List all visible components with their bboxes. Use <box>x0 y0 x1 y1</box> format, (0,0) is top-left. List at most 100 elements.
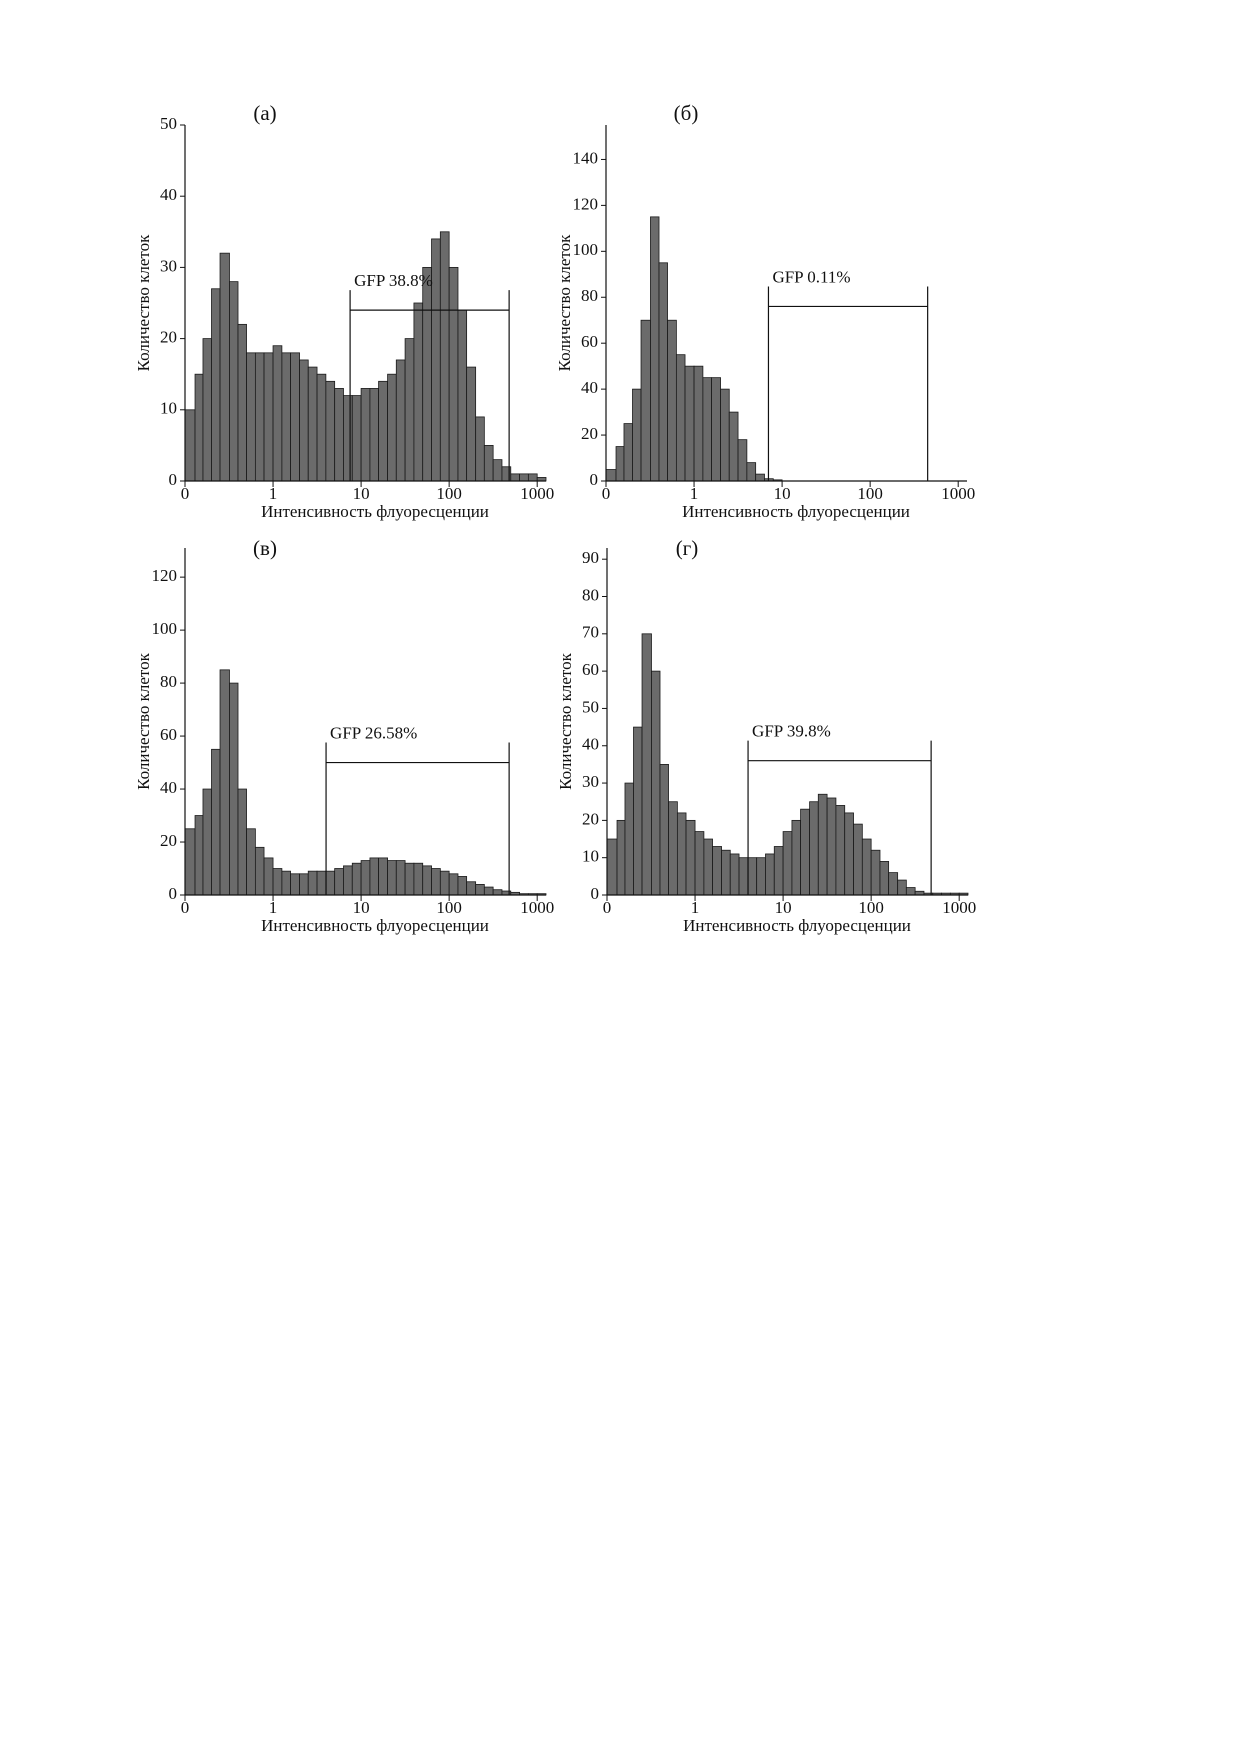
y-tick-label: 80 <box>160 672 177 691</box>
y-tick-label: 60 <box>582 660 599 679</box>
bar <box>712 846 722 896</box>
y-tick-label: 60 <box>160 725 177 744</box>
x-tick-label: 0 <box>603 898 612 917</box>
panel-title: (г) <box>676 536 699 560</box>
bar <box>263 352 274 482</box>
bar <box>457 309 468 482</box>
bar <box>466 366 477 482</box>
x-tick-label: 1 <box>690 484 699 503</box>
bar <box>343 865 353 896</box>
bar <box>369 857 379 896</box>
bar <box>413 862 424 896</box>
bar <box>694 831 705 896</box>
bar <box>439 231 450 482</box>
bar <box>272 868 283 896</box>
y-axis-label: Количество клеток <box>134 234 153 371</box>
bar <box>237 788 247 896</box>
bar <box>879 861 890 896</box>
bar <box>202 338 212 482</box>
bar <box>519 473 529 482</box>
y-tick-label: 90 <box>582 548 599 567</box>
gate-label: GFP 26.58% <box>330 723 417 742</box>
bar <box>703 838 713 896</box>
y-tick-label: 0 <box>590 470 599 489</box>
bar <box>194 373 204 482</box>
bar <box>229 682 239 896</box>
x-tick-label: 10 <box>775 898 792 917</box>
y-tick-label: 50 <box>160 114 177 133</box>
bar <box>756 857 766 896</box>
bar <box>290 352 300 482</box>
bar <box>369 388 379 482</box>
y-tick-label: 70 <box>582 623 599 642</box>
bar <box>711 377 721 482</box>
bar <box>667 319 677 482</box>
x-tick-label: 100 <box>858 898 884 917</box>
x-tick-label: 1 <box>269 898 278 917</box>
x-tick-label: 0 <box>181 484 190 503</box>
y-tick-label: 80 <box>581 286 598 305</box>
bar <box>378 380 389 482</box>
y-tick-label: 10 <box>160 399 177 418</box>
y-tick-label: 0 <box>591 884 600 903</box>
y-tick-label: 120 <box>573 194 599 213</box>
bar <box>299 873 309 896</box>
y-tick-label: 0 <box>169 470 178 489</box>
y-tick-label: 120 <box>152 566 178 585</box>
bar <box>888 872 899 896</box>
bar <box>737 439 748 482</box>
bar <box>527 473 538 482</box>
y-tick-label: 20 <box>581 424 598 443</box>
bar <box>457 876 468 896</box>
bar <box>651 670 661 896</box>
x-tick-label: 10 <box>353 898 370 917</box>
y-tick-label: 40 <box>160 185 177 204</box>
bar <box>483 886 494 896</box>
gate-label: GFP 39.8% <box>752 722 831 741</box>
x-tick-label: 1000 <box>520 898 554 917</box>
bar <box>439 870 450 896</box>
bar <box>325 870 336 896</box>
bar <box>675 354 686 482</box>
bar <box>633 726 643 896</box>
x-axis-label: Интенсивность флуоресценции <box>683 916 911 935</box>
bar <box>431 868 441 896</box>
y-tick-label: 40 <box>160 778 177 797</box>
bar <box>431 238 441 482</box>
bar <box>351 862 362 896</box>
bar <box>702 377 712 482</box>
bar <box>676 812 687 896</box>
x-axis-label: Интенсивность флуоресценции <box>261 916 489 935</box>
bar <box>659 764 669 896</box>
bar <box>263 857 274 896</box>
bar <box>693 365 704 482</box>
bar <box>685 819 696 896</box>
bar <box>905 887 916 896</box>
bar <box>765 853 775 896</box>
y-tick-label: 100 <box>152 619 178 638</box>
y-tick-label: 20 <box>160 831 177 850</box>
panel-title: (б) <box>674 101 699 125</box>
panel-title: (а) <box>253 101 276 125</box>
bar <box>668 801 678 896</box>
x-tick-label: 10 <box>353 484 370 503</box>
bar <box>378 857 389 896</box>
y-tick-label: 80 <box>582 585 599 604</box>
y-tick-label: 10 <box>582 847 599 866</box>
bar <box>746 462 757 482</box>
bar <box>475 416 485 482</box>
x-axis-label: Интенсивность флуоресценции <box>261 502 489 521</box>
y-tick-label: 20 <box>160 328 177 347</box>
bar <box>395 359 406 482</box>
x-tick-label: 10 <box>774 484 791 503</box>
bar <box>202 788 212 896</box>
bar <box>343 395 353 482</box>
y-axis-label: Количество клеток <box>134 652 153 789</box>
x-tick-label: 1000 <box>520 484 554 503</box>
bar <box>510 473 520 482</box>
bar <box>229 281 239 482</box>
y-tick-label: 100 <box>573 240 599 259</box>
bar <box>729 853 740 896</box>
bar <box>809 801 819 896</box>
bar <box>492 459 503 482</box>
